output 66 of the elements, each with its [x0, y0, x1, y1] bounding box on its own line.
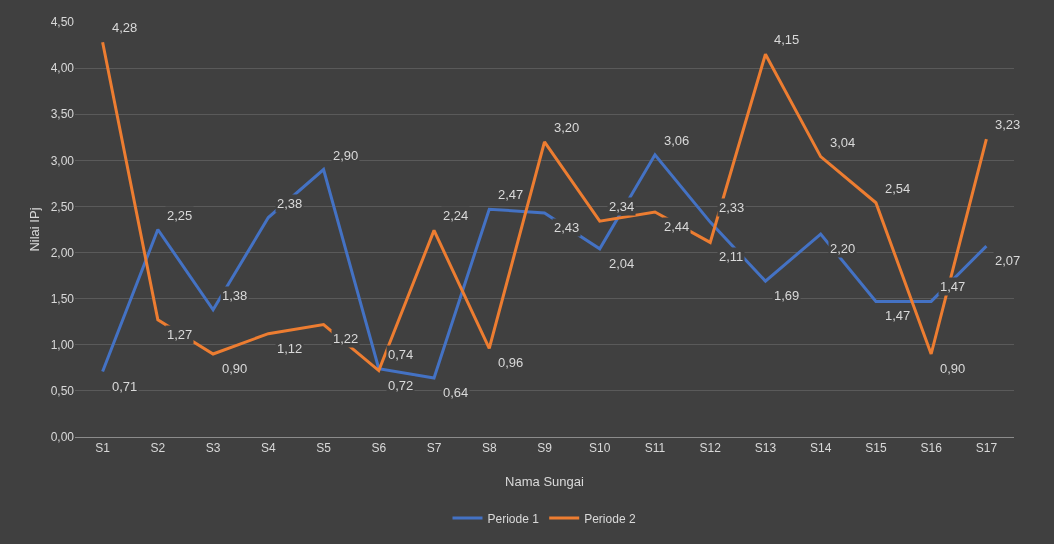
data-label: 2,43: [554, 220, 580, 235]
x-tick-label: S15: [865, 441, 887, 456]
x-tick-label: S16: [920, 441, 943, 456]
y-tick-label: 3,50: [50, 107, 75, 122]
data-label: 2,11: [719, 249, 744, 264]
data-label: 0,72: [388, 378, 414, 393]
x-tick-label: S1: [95, 441, 111, 456]
x-tick-label: S11: [644, 441, 666, 456]
y-tick-label: 2,00: [50, 245, 75, 260]
data-label: 2,07: [995, 253, 1021, 268]
x-tick-label: S5: [316, 441, 332, 456]
y-tick-label: 1,50: [50, 291, 75, 306]
x-tick-label: S3: [205, 441, 221, 456]
data-label: 4,28: [112, 20, 138, 35]
x-tick-label: S14: [810, 441, 832, 456]
data-label: 2,24: [443, 208, 469, 223]
data-label: 1,47: [940, 279, 966, 294]
data-label: 1,69: [774, 288, 800, 303]
data-label: 2,04: [609, 256, 635, 271]
y-tick-label: 4,00: [50, 61, 75, 76]
data-label: 3,06: [664, 133, 690, 148]
x-tick-label: S9: [537, 441, 553, 456]
x-tick-label: S8: [481, 441, 497, 456]
data-label: 4,15: [774, 32, 800, 47]
line-series: [101, 153, 988, 380]
data-label: 3,20: [554, 120, 580, 135]
data-label: 1,27: [167, 327, 193, 342]
data-label: 1,38: [222, 288, 248, 303]
data-label: 1,12: [277, 341, 303, 356]
data-label: 1,22: [333, 331, 359, 346]
data-label: 2,33: [719, 200, 745, 215]
data-label: 1,47: [885, 308, 911, 323]
y-tick-label: 1,00: [50, 337, 75, 352]
data-label: 0,64: [443, 385, 469, 400]
x-tick-label: S12: [699, 441, 722, 456]
data-label: 2,38: [277, 196, 303, 211]
data-label: 2,47: [498, 187, 524, 202]
data-label: 0,90: [222, 361, 248, 376]
data-label: 0,71: [112, 379, 138, 394]
data-label: 2,44: [664, 219, 690, 234]
data-label: 0,96: [498, 355, 524, 370]
y-tick-label: 2,50: [50, 199, 75, 214]
y-tick-label: 4,50: [50, 15, 75, 30]
x-tick-label: S2: [150, 441, 166, 456]
data-label: 2,25: [167, 208, 193, 223]
data-label: 2,54: [885, 181, 911, 196]
x-tick-label: S17: [975, 441, 998, 456]
x-axis-title: Nama Sungai: [505, 474, 584, 489]
data-label: 0,74: [388, 347, 414, 362]
x-tick-label: S6: [371, 441, 387, 456]
legend-label: Periode 1: [487, 511, 540, 526]
legend-label: Periode 2: [584, 511, 636, 526]
data-label: 3,04: [830, 135, 856, 150]
data-label: 0,90: [940, 361, 966, 376]
y-axis-title: Nilai IPj: [27, 207, 42, 252]
x-tick-label: S7: [426, 441, 442, 456]
y-tick-label: 0,50: [50, 384, 75, 399]
data-label: 2,90: [333, 148, 359, 163]
x-tick-label: S13: [754, 441, 777, 456]
data-label: 2,34: [609, 199, 635, 214]
x-tick-label: S4: [260, 441, 276, 456]
data-label: 3,23: [995, 117, 1021, 132]
y-tick-label: 3,00: [50, 153, 75, 168]
y-tick-label: 0,00: [50, 430, 75, 445]
x-tick-label: S10: [589, 441, 611, 456]
data-label: 2,20: [830, 241, 856, 256]
